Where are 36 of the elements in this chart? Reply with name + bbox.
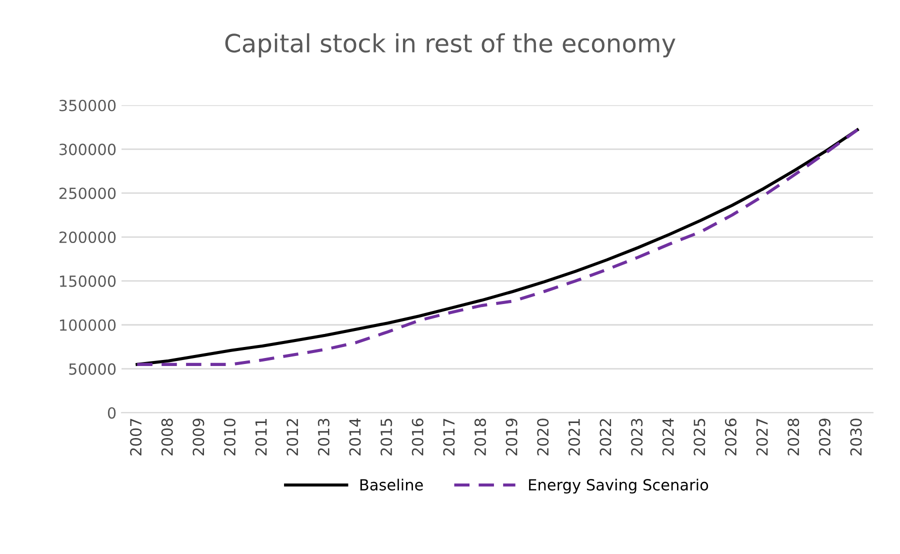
y-tick-label: 150000: [60, 275, 116, 287]
x-tick-label: 2022: [600, 419, 612, 456]
x-tick-label: 2009: [192, 418, 204, 456]
x-tick-label: 2024: [662, 418, 674, 456]
legend-label: Energy Saving Scenario: [529, 478, 708, 494]
x-tick-label: 2025: [694, 418, 706, 456]
x-tick-label: 2020: [537, 418, 549, 456]
y-tick-label: 0: [108, 407, 116, 419]
x-tick-label: 2023: [631, 418, 643, 456]
y-tick-label: 350000: [59, 100, 116, 112]
x-tick-label: 2015: [380, 418, 392, 456]
y-tick-label: 100000: [60, 319, 116, 331]
x-tick-label: 2016: [412, 418, 424, 456]
x-tick-label: 2014: [349, 418, 361, 456]
x-tick-label: 2030: [850, 418, 862, 456]
legend-label: Baseline: [360, 478, 423, 491]
y-tick-label: 200000: [59, 232, 116, 244]
x-tick-label: 2026: [724, 418, 737, 456]
x-tick-label: 2012: [286, 419, 298, 456]
x-tick-label: 2018: [474, 418, 486, 456]
y-tick-label: 50000: [69, 363, 116, 375]
chart-title: Capital stock in rest of the economy: [225, 33, 676, 58]
x-tick-label: 2021: [568, 419, 580, 456]
x-tick-label: 2013: [318, 418, 330, 456]
y-tick-label: 300000: [59, 144, 116, 156]
x-tick-label: 2010: [224, 418, 236, 456]
x-tick-label: 2008: [161, 418, 173, 456]
x-tick-label: 2019: [506, 418, 518, 456]
x-tick-label: 2017: [443, 418, 455, 456]
x-tick-label: 2007: [130, 418, 142, 456]
x-tick-label: 2027: [756, 418, 768, 456]
x-tick-label: 2029: [818, 418, 830, 456]
line-series: [136, 128, 859, 366]
x-tick-label: 2011: [255, 419, 267, 456]
y-tick-label: 250000: [59, 188, 116, 200]
x-tick-label: 2028: [788, 418, 800, 456]
